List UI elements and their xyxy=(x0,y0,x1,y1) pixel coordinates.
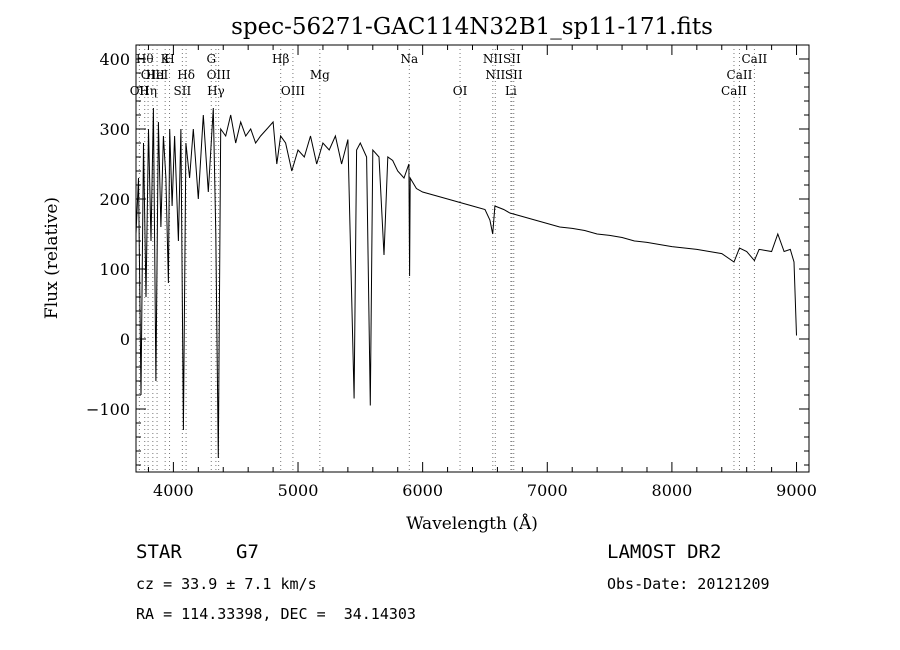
y-axis-label: Flux (relative) xyxy=(42,197,62,319)
line-label: CaII xyxy=(721,84,747,98)
line-label: Hγ xyxy=(207,84,225,98)
object-class: STAR xyxy=(136,541,182,563)
y-tick-label: 400 xyxy=(99,50,130,69)
x-tick-label: 9000 xyxy=(776,481,817,500)
y-tick-label: −100 xyxy=(86,400,130,419)
line-label: OIII xyxy=(141,68,165,82)
survey-name: LAMOST DR2 xyxy=(607,541,722,563)
y-axis: −100 0 100 200 300 400 xyxy=(86,44,809,466)
line-label: NII xyxy=(483,52,503,66)
y-tick-label: 200 xyxy=(99,190,130,209)
line-label: Hδ xyxy=(177,68,195,82)
x-tick-label: 7000 xyxy=(527,481,568,500)
line-label: Li xyxy=(505,84,517,98)
line-label: CaII xyxy=(727,68,753,82)
flux-line xyxy=(135,107,797,459)
x-tick-label: 8000 xyxy=(652,481,693,500)
spectrum-chart: spec-56271-GAC114N32B1_sp11-171.fits OII… xyxy=(42,14,817,534)
chart-title: spec-56271-GAC114N32B1_sp11-171.fits xyxy=(231,14,713,40)
line-label: SII xyxy=(505,68,523,82)
line-label: Hβ xyxy=(272,52,289,66)
y-tick-label: 100 xyxy=(99,260,130,279)
line-label: H xyxy=(164,52,174,66)
line-label: HeI xyxy=(146,68,169,82)
line-label: OIII xyxy=(281,84,305,98)
line-label: K xyxy=(161,52,171,66)
flux-series xyxy=(135,107,797,459)
line-label: OIII xyxy=(207,68,231,82)
line-label: Mg xyxy=(310,68,330,82)
line-label: SII xyxy=(503,52,521,66)
line-label: Na xyxy=(400,52,418,66)
obs-date: Obs-Date: 20121209 xyxy=(607,575,770,593)
plot-border xyxy=(135,44,810,473)
object-subclass: G7 xyxy=(236,541,259,563)
emission-line-markers: OIIHθHηOIIIHeIKHHδSIIGOIIIHγHβOIIIMgNaOI… xyxy=(130,45,768,472)
line-label: OI xyxy=(453,84,468,98)
line-label: OII xyxy=(130,84,150,98)
redshift-cz: cz = 33.9 ± 7.1 km/s xyxy=(136,575,317,593)
y-tick-label: 300 xyxy=(99,120,130,139)
line-label: G xyxy=(206,52,216,66)
line-label: Hη xyxy=(139,84,157,98)
plot-frame xyxy=(135,44,810,473)
x-axis: 4000 5000 6000 7000 8000 9000 xyxy=(147,45,817,500)
x-tick-label: 5000 xyxy=(278,481,319,500)
line-label: SII xyxy=(174,84,192,98)
line-label: NII xyxy=(485,68,505,82)
x-tick-label: 6000 xyxy=(402,481,443,500)
coordinates: RA = 114.33398, DEC = 34.14303 xyxy=(136,605,416,623)
y-tick-label: 0 xyxy=(120,330,130,349)
x-axis-label: Wavelength (Å) xyxy=(406,513,538,534)
x-tick-label: 4000 xyxy=(153,481,194,500)
line-label: CaII xyxy=(741,52,767,66)
